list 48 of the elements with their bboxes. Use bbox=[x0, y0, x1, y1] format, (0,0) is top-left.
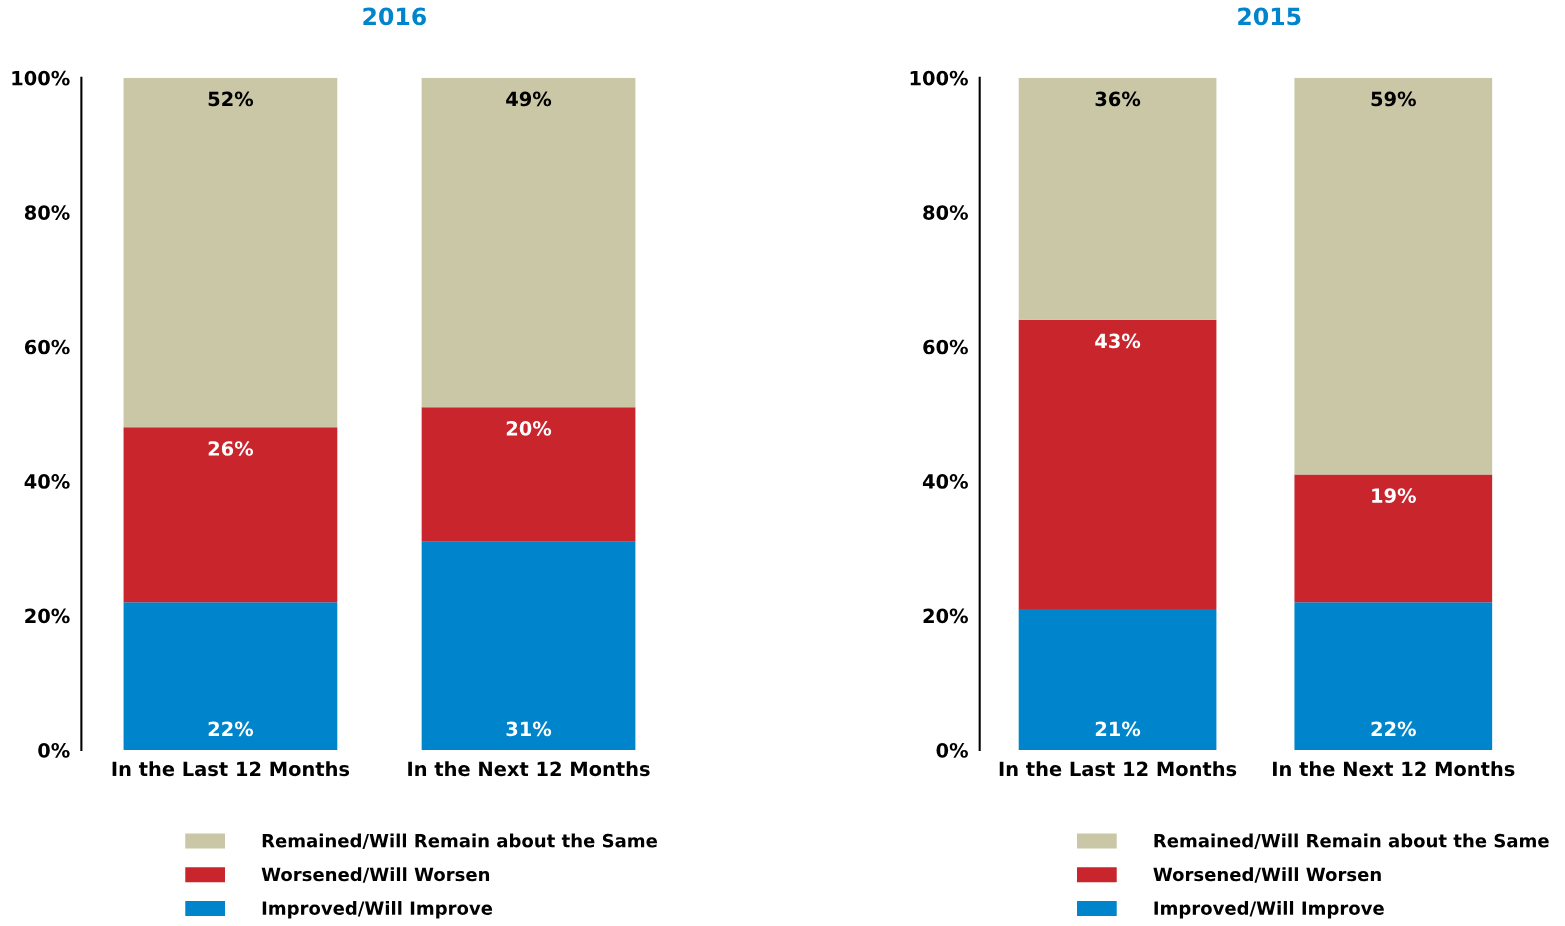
data-label: 59% bbox=[1371, 91, 1416, 107]
y-tick-label: 100% bbox=[12, 70, 70, 86]
data-label: 52% bbox=[208, 91, 254, 107]
bar bbox=[1018, 608, 1217, 751]
y-tick-label: 100% bbox=[910, 70, 968, 86]
data-label: 22% bbox=[1371, 721, 1416, 737]
bar bbox=[123, 602, 338, 751]
bar bbox=[123, 77, 338, 428]
chart-title: 2016 bbox=[363, 7, 426, 26]
bar bbox=[123, 427, 338, 603]
bar bbox=[421, 541, 636, 751]
y-tick-label: 60% bbox=[24, 339, 70, 355]
y-tick-label: 80% bbox=[24, 205, 70, 220]
y-tick-label: 60% bbox=[923, 339, 968, 355]
data-label: 43% bbox=[1095, 333, 1141, 349]
bar bbox=[1294, 77, 1493, 475]
bar bbox=[1294, 602, 1493, 751]
y-tick-label: 0% bbox=[38, 743, 70, 758]
x-tick-label: In the Last 12 Months bbox=[112, 761, 350, 777]
data-label: 21% bbox=[1095, 721, 1141, 737]
legend-label: Remained/Will Remain about the Same bbox=[1154, 833, 1549, 849]
data-label: 36% bbox=[1095, 91, 1141, 107]
y-tick-label: 40% bbox=[24, 474, 70, 489]
data-label: 49% bbox=[506, 91, 552, 107]
data-label: 26% bbox=[208, 441, 254, 456]
bar bbox=[421, 77, 636, 408]
bar bbox=[1018, 319, 1217, 609]
legend-label: Improved/Will Improve bbox=[262, 900, 493, 919]
x-tick-label: In the Last 12 Months bbox=[999, 761, 1237, 777]
legend-label: Remained/Will Remain about the Same bbox=[262, 833, 657, 849]
y-tick-label: 20% bbox=[25, 608, 70, 624]
legend-label: Worsened/Will Worsen bbox=[1153, 867, 1381, 883]
y-tick-label: 80% bbox=[923, 205, 968, 220]
x-tick-label: In the Next 12 Months bbox=[1273, 761, 1515, 777]
y-tick-label: 40% bbox=[922, 474, 968, 489]
legend-label: Improved/Will Improve bbox=[1154, 900, 1384, 919]
legend-label: Worsened/Will Worsen bbox=[261, 867, 490, 883]
data-label: 20% bbox=[506, 420, 552, 436]
y-tick-label: 0% bbox=[936, 743, 968, 758]
bar bbox=[1018, 77, 1217, 320]
y-tick-label: 20% bbox=[923, 608, 968, 624]
data-label: 31% bbox=[506, 721, 552, 737]
data-label: 19% bbox=[1372, 488, 1416, 503]
x-tick-label: In the Next 12 Months bbox=[408, 761, 650, 777]
data-label: 22% bbox=[208, 721, 254, 737]
chart-title: 2015 bbox=[1238, 7, 1301, 26]
bar bbox=[421, 407, 636, 542]
bar bbox=[1294, 474, 1493, 603]
